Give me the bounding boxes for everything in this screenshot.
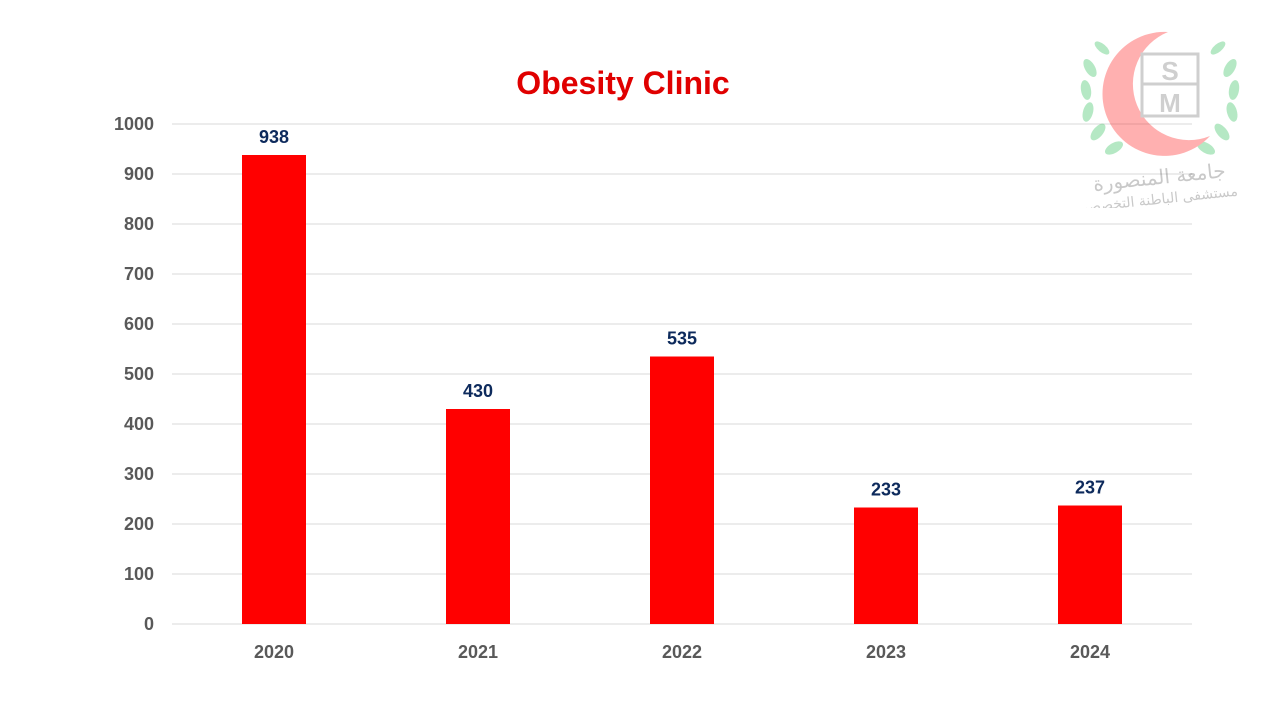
bar-2024: [1058, 505, 1122, 624]
y-tick-label: 100: [124, 564, 154, 584]
crescent-icon: [1102, 31, 1210, 156]
y-tick-label: 400: [124, 414, 154, 434]
bars: [242, 155, 1122, 624]
monogram-top: S: [1161, 56, 1178, 86]
monogram-frame: [1140, 52, 1200, 118]
y-tick-label: 700: [124, 264, 154, 284]
monogram-bottom: M: [1159, 88, 1181, 118]
chart-title: Obesity Clinic: [516, 65, 729, 101]
x-axis-ticks: 2020 2021 2022 2023 2024: [254, 642, 1110, 662]
x-tick-label: 2022: [662, 642, 702, 662]
x-tick-label: 2020: [254, 642, 294, 662]
y-tick-label: 0: [144, 614, 154, 634]
y-tick-label: 500: [124, 364, 154, 384]
y-tick-label: 600: [124, 314, 154, 334]
bar-2020: [242, 155, 306, 624]
y-tick-label: 1000: [114, 114, 154, 134]
x-tick-label: 2021: [458, 642, 498, 662]
data-label-2023: 233: [871, 480, 901, 500]
data-label-2022: 535: [667, 329, 697, 349]
x-tick-label: 2023: [866, 642, 906, 662]
data-label-2021: 430: [463, 381, 493, 401]
y-tick-label: 300: [124, 464, 154, 484]
y-axis-ticks: 0 100 200 300 400 500 600 700 800 900 1000: [114, 114, 154, 634]
bar-2021: [446, 409, 510, 624]
bar-2023: [854, 507, 918, 624]
hospital-logo: S M جامعة المنصورة مستشفى الباطنة التخصص…: [1077, 31, 1240, 208]
laurel-wreath-icon: [1080, 41, 1240, 155]
y-tick-label: 200: [124, 514, 154, 534]
data-label-2020: 938: [259, 127, 289, 147]
y-tick-label: 800: [124, 214, 154, 234]
data-labels: 938 430 535 233 237: [259, 127, 1105, 500]
bar-2022: [650, 356, 714, 624]
y-tick-label: 900: [124, 164, 154, 184]
x-tick-label: 2024: [1070, 642, 1110, 662]
data-label-2024: 237: [1075, 478, 1105, 498]
